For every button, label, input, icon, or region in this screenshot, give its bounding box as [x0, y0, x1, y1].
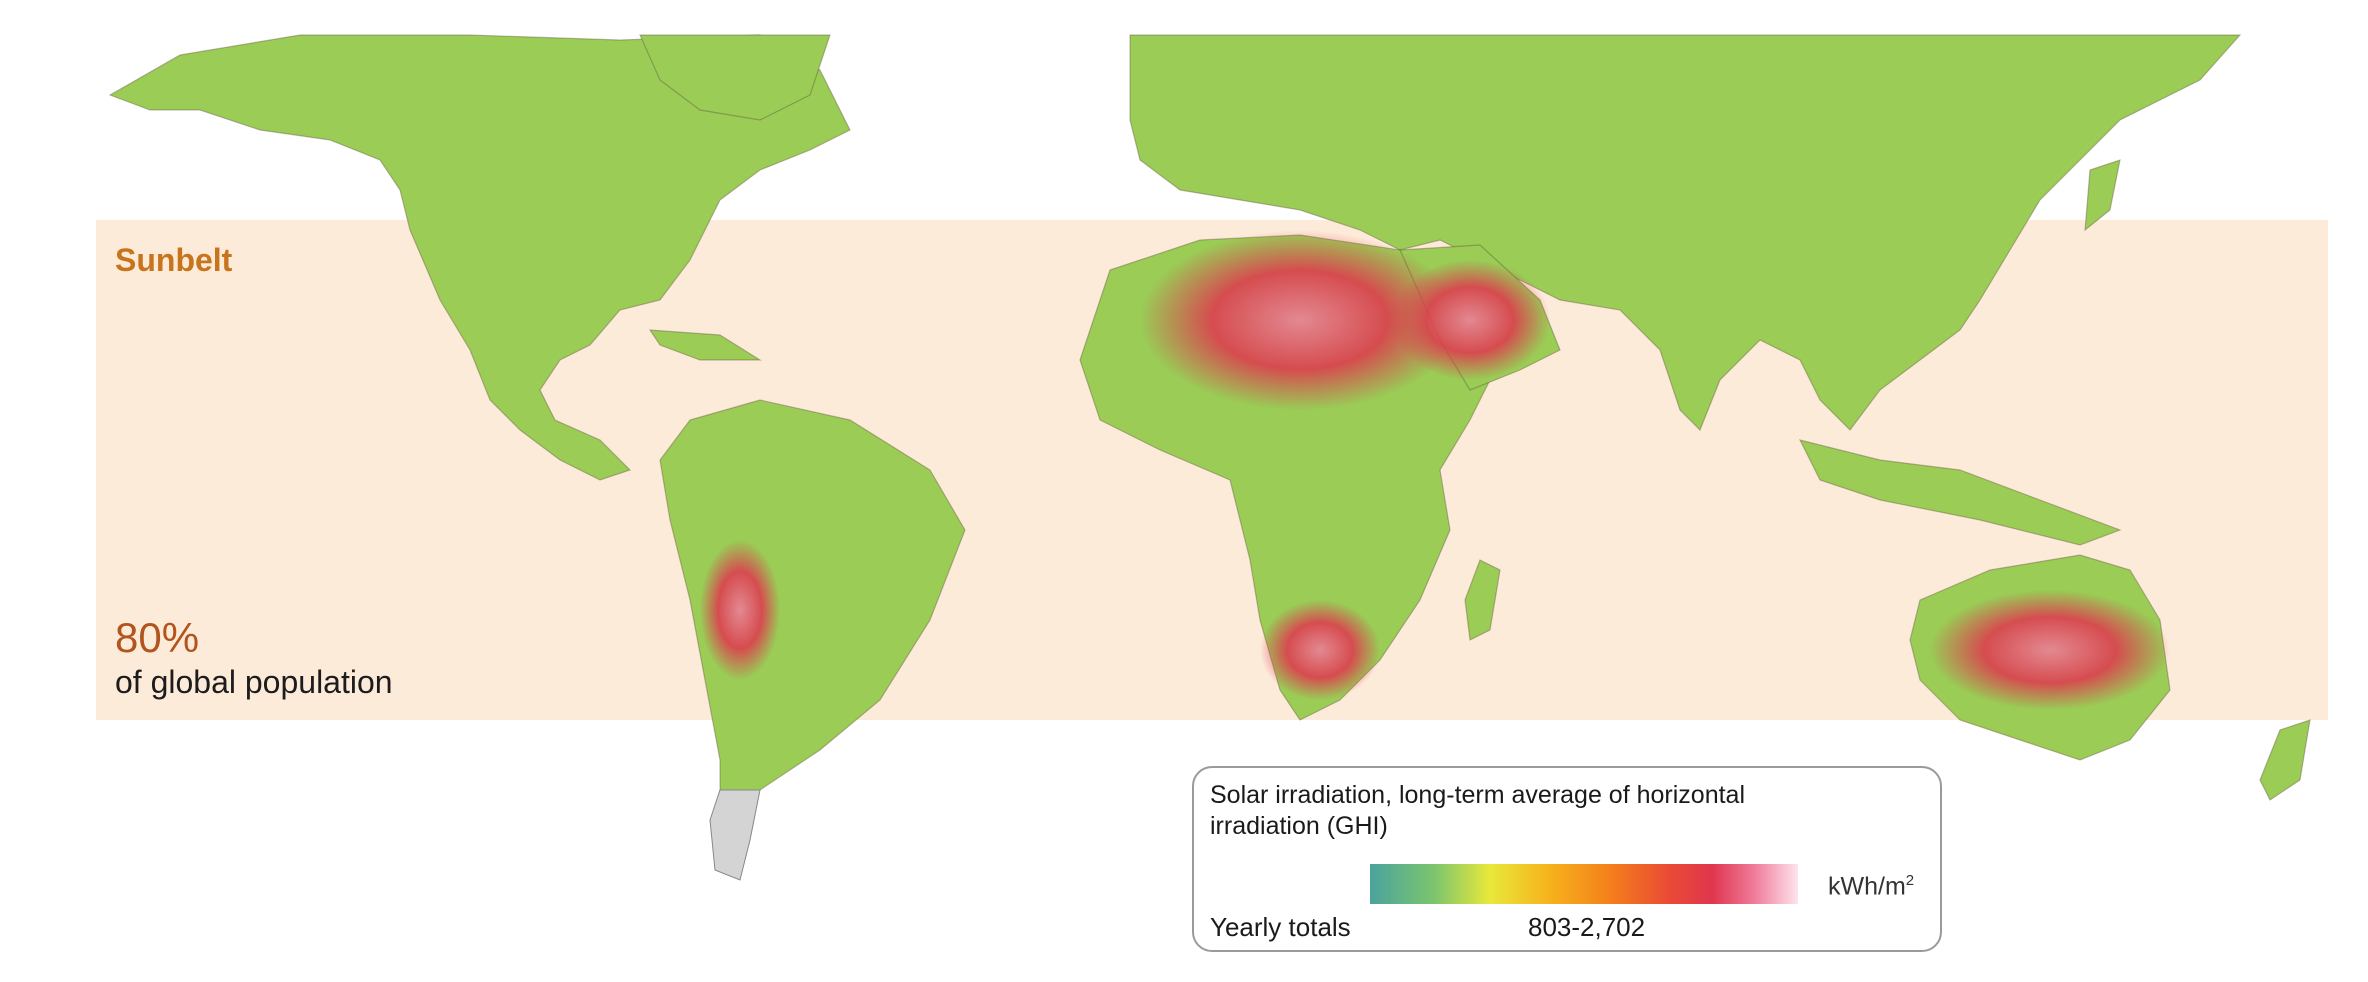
legend-yearly-label: Yearly totals — [1210, 912, 1351, 942]
indonesia — [1798, 439, 2122, 546]
population-percentage: 80% — [115, 614, 200, 661]
japan — [2084, 159, 2121, 232]
new-zealand — [2259, 719, 2311, 801]
sunbelt-label: Sunbelt — [115, 242, 233, 278]
caribbean — [648, 329, 763, 361]
legend-unit-base: kWh/m — [1828, 872, 1906, 901]
legend-range: 803-2,702 — [1528, 912, 1646, 942]
greenland — [639, 34, 831, 121]
population-label: of global population — [115, 664, 393, 700]
legend-unit-exponent: 2 — [1905, 872, 1915, 889]
madagascar — [1464, 559, 1501, 641]
patagonia — [709, 789, 761, 881]
legend-color-scale — [1370, 864, 1798, 904]
legend-title: Solar irradiation, long-term average of … — [1210, 781, 1745, 840]
legend-box: Solar irradiation, long-term average of … — [1192, 766, 1942, 952]
south-america — [659, 399, 966, 822]
legend-unit: kWh/m2 — [1828, 872, 1914, 901]
eurasia — [1129, 34, 2242, 432]
